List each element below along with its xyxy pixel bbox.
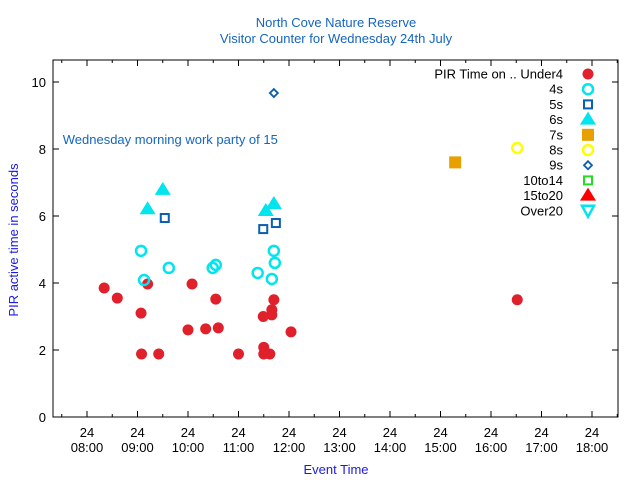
legend-label-10to14: 10to14 — [523, 173, 563, 188]
x-tick-day: 24 — [282, 425, 296, 440]
legend-label-7s: 7s — [549, 127, 563, 142]
point-Under4 — [210, 293, 222, 305]
legend-marker-8s — [581, 143, 595, 157]
x-tick-time: 09:00 — [121, 440, 154, 455]
point-Under4 — [285, 326, 297, 338]
point-Under4 — [153, 348, 165, 360]
legend-marker-7s — [582, 128, 594, 141]
point-Under4 — [186, 278, 198, 290]
legend-marker-10to14 — [583, 175, 593, 186]
point-7s — [449, 156, 462, 169]
legend-marker-5s — [583, 99, 593, 110]
x-tick-time: 14:00 — [374, 440, 407, 455]
point-4s — [162, 261, 176, 275]
point-Under4 — [111, 292, 123, 304]
point-4s — [268, 256, 282, 270]
legend-label-5s: 5s — [549, 97, 563, 112]
x-tick-time: 16:00 — [475, 440, 508, 455]
point-5s — [258, 224, 269, 235]
legend-marker-6s — [580, 111, 596, 125]
point-4s — [267, 244, 281, 258]
legend-label-8s: 8s — [549, 143, 563, 158]
legend-marker-Under4 — [582, 68, 594, 80]
point-4s — [206, 261, 219, 275]
legend: PIR Time on .. Under44s5s6s7s8s9s10to141… — [434, 67, 597, 220]
legend-label-Over20: Over20 — [520, 203, 563, 218]
x-tick-day: 24 — [231, 425, 245, 440]
legend-label-15to20: 15to20 — [523, 188, 563, 203]
legend-marker-15to20 — [580, 187, 596, 201]
y-axis-title: PIR active time in seconds — [6, 163, 21, 317]
legend-marker-Over20 — [579, 204, 597, 220]
x-tick-day: 24 — [80, 425, 94, 440]
point-Under4 — [264, 348, 276, 360]
x-axis: 2408:002409:002410:002411:002412:002413:… — [61, 60, 618, 455]
y-tick-label: 6 — [39, 209, 46, 224]
point-Under4 — [98, 282, 110, 294]
point-9s — [268, 87, 280, 99]
x-tick-day: 24 — [585, 425, 599, 440]
legend-label-9s: 9s — [549, 158, 563, 173]
point-Under4 — [266, 309, 278, 321]
point-Under4 — [136, 348, 148, 360]
x-tick-time: 18:00 — [576, 440, 609, 455]
x-tick-time: 08:00 — [71, 440, 104, 455]
point-4s — [209, 258, 223, 272]
point-Under4 — [233, 348, 244, 360]
x-tick-time: 12:00 — [273, 440, 306, 455]
x-tick-day: 24 — [484, 425, 498, 440]
point-5s — [270, 218, 281, 229]
chart-subtitle: Visitor Counter for Wednesday 24th July — [220, 31, 453, 46]
y-tick-label: 0 — [39, 410, 46, 425]
x-tick-day: 24 — [130, 425, 144, 440]
legend-label-Under4: PIR Time on .. Under4 — [434, 67, 563, 82]
point-4s — [137, 273, 151, 287]
x-tick-time: 11:00 — [223, 440, 255, 455]
point-Under4 — [200, 323, 212, 335]
x-tick-day: 24 — [383, 425, 397, 440]
chart-title: North Cove Nature Reserve — [256, 15, 416, 30]
y-tick-label: 10 — [32, 75, 46, 90]
x-axis-title: Event Time — [303, 462, 368, 477]
x-tick-day: 24 — [433, 425, 447, 440]
x-tick-day: 24 — [534, 425, 548, 440]
legend-label-6s: 6s — [549, 112, 563, 127]
x-tick-day: 24 — [181, 425, 195, 440]
legend-title: PIR Time on .. — [434, 67, 520, 82]
point-Under4 — [135, 307, 147, 319]
point-6s — [257, 202, 274, 216]
point-4s — [265, 272, 279, 286]
annotation-work-party: Wednesday morning work party of 15 — [63, 132, 278, 147]
data-points — [98, 87, 524, 360]
point-6s — [154, 181, 171, 195]
x-tick-time: 17:00 — [525, 440, 558, 455]
point-Under4 — [268, 294, 280, 306]
x-tick-time: 13:00 — [323, 440, 356, 455]
point-4s — [134, 244, 148, 258]
point-Under4 — [257, 311, 269, 322]
legend-marker-4s — [581, 82, 595, 96]
point-5s — [159, 213, 170, 224]
point-6s — [265, 195, 282, 209]
x-tick-time: 10:00 — [172, 440, 205, 455]
point-Under4 — [212, 322, 224, 334]
point-Under4 — [182, 324, 194, 336]
point-4s — [251, 266, 264, 280]
legend-marker-9s — [582, 159, 594, 171]
x-tick-time: 15:00 — [424, 440, 457, 455]
point-Under4 — [511, 294, 523, 306]
point-6s — [139, 201, 156, 215]
plot-frame — [52, 59, 619, 418]
legend-label-4s: 4s — [549, 82, 563, 97]
y-tick-label: 4 — [39, 276, 46, 291]
point-8s — [511, 141, 524, 155]
legend-series-name: Under4 — [520, 67, 563, 82]
x-tick-day: 24 — [332, 425, 346, 440]
y-tick-label: 2 — [39, 343, 46, 358]
y-tick-label: 8 — [39, 142, 46, 157]
y-axis: 0 2 4 6 8 10 — [32, 75, 618, 425]
